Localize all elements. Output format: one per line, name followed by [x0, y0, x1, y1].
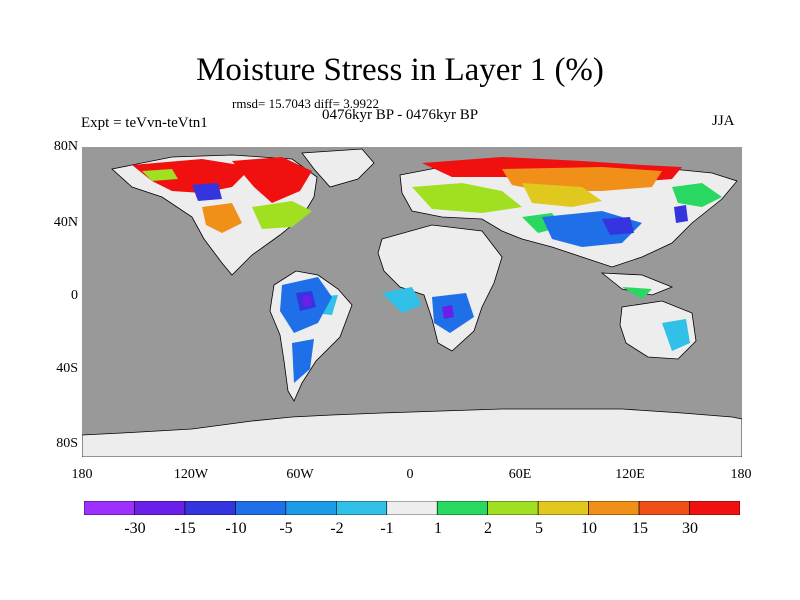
colorbar-label: 2	[484, 520, 492, 537]
colorbar-label: -30	[124, 520, 146, 537]
x-tick-label: 180	[730, 467, 752, 482]
colorbar-swatch	[134, 501, 186, 515]
colorbar-swatch	[235, 501, 287, 515]
y-tick-label: 40S	[56, 361, 78, 376]
world-map	[82, 147, 742, 457]
colorbar-swatch	[689, 501, 740, 515]
colorbar-swatch	[386, 501, 438, 515]
map-title: Moisture Stress in Layer 1 (%)	[196, 52, 604, 88]
x-tick-label: 60W	[286, 467, 314, 482]
colorbar-swatch	[84, 501, 135, 515]
africa	[377, 224, 503, 352]
colorbar-swatch	[638, 501, 690, 515]
stress-mild-yellow	[522, 183, 602, 207]
colorbar	[84, 501, 740, 515]
colorbar-label: -2	[330, 520, 344, 537]
experiment-text: Expt = teVvn-teVtn1	[81, 115, 208, 131]
colorbar-swatch	[285, 501, 337, 515]
x-tick-label: 60E	[508, 467, 532, 482]
period-text: 0476kyr BP - 0476kyr BP	[322, 107, 479, 123]
stats-text: rmsd= 15.7043 diff= 3.9922	[232, 96, 379, 111]
colorbar-label: 30	[682, 520, 698, 537]
colorbar-swatch	[487, 501, 539, 515]
colorbar-label: -15	[174, 520, 196, 537]
colorbar-label: 15	[632, 520, 648, 537]
antarctica	[82, 408, 742, 457]
indonesia	[600, 272, 674, 296]
y-tick-label: 80S	[56, 436, 78, 451]
colorbar-label: -5	[279, 520, 293, 537]
y-tick-label: 80N	[53, 139, 78, 154]
colorbar-label: -10	[225, 520, 247, 537]
colorbar-swatch	[184, 501, 236, 515]
colorbar-label: 1	[434, 520, 442, 537]
colorbar-swatch	[336, 501, 388, 515]
x-tick-label: 0	[406, 467, 414, 482]
greenland	[301, 148, 375, 188]
season-text: JJA	[712, 113, 735, 129]
y-tick-label: 0	[71, 288, 78, 303]
colorbar-label: 5	[535, 520, 543, 537]
stress-wet-violet	[192, 183, 688, 311]
x-tick-label: 120W	[173, 467, 209, 482]
colorbar-label: -1	[380, 520, 394, 537]
stress-very-wet-purple	[302, 295, 454, 319]
x-tick-label: 180	[71, 467, 93, 482]
colorbar-swatch	[436, 501, 488, 515]
stress-mild-green	[142, 169, 522, 229]
y-tick-label: 40N	[53, 215, 78, 230]
colorbar-swatch	[588, 501, 640, 515]
colorbar-swatch	[537, 501, 589, 515]
x-tick-label: 120E	[615, 467, 645, 482]
colorbar-label: 10	[581, 520, 597, 537]
